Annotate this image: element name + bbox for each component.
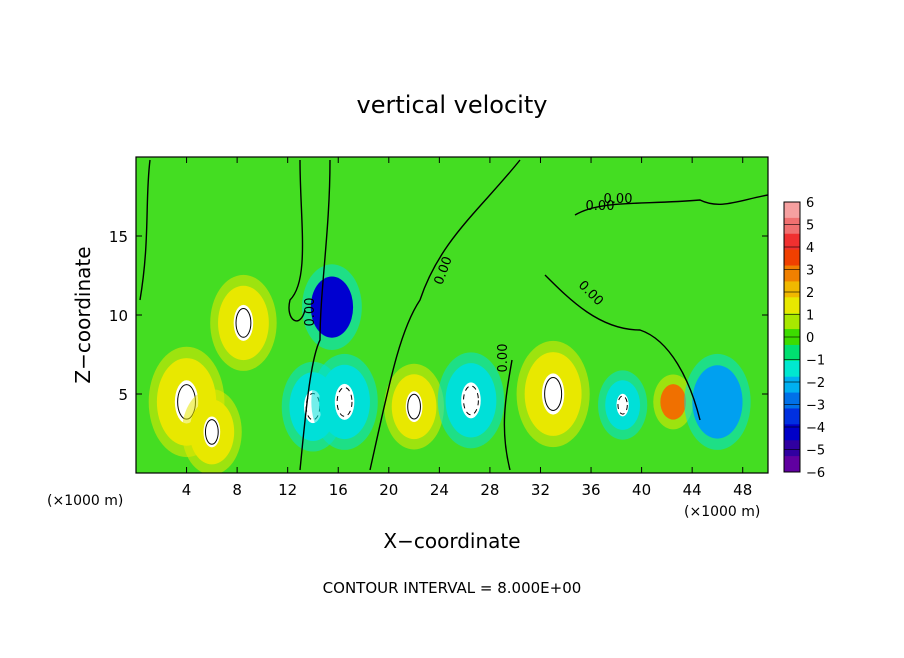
cell-contour xyxy=(336,386,353,417)
x-tick-label: 36 xyxy=(581,481,600,499)
zero-contour-line xyxy=(503,359,513,471)
contour-label: 0.00 xyxy=(496,344,511,373)
contour-interval-footer: CONTOUR INTERVAL = 8.000E+00 xyxy=(323,579,582,597)
cell-contour xyxy=(544,377,563,411)
cell-core xyxy=(233,304,254,341)
x-tick-label: 40 xyxy=(632,481,651,499)
x-tick-label: 48 xyxy=(733,481,752,499)
contour-label: 0.00 xyxy=(604,192,633,207)
cell-contour xyxy=(463,385,479,416)
x-tick-label: 8 xyxy=(232,481,242,499)
colorbar-label: −5 xyxy=(806,444,825,459)
colorbar-swatch xyxy=(784,360,800,378)
zero-contour-line xyxy=(369,159,521,471)
y-tick-label: 10 xyxy=(109,307,128,325)
y-axis-label: Z−coordinate xyxy=(71,246,95,383)
x-unit-left: (×1000 m) xyxy=(47,493,123,509)
x-tick-label: 28 xyxy=(480,481,499,499)
colorbar-swatch xyxy=(784,408,800,425)
cell-core xyxy=(203,416,221,448)
cell-core xyxy=(616,393,629,417)
cell-core xyxy=(334,383,355,420)
colorbar-swatch xyxy=(784,281,800,298)
zero-contour-line xyxy=(574,194,768,216)
colorbar-swatch xyxy=(784,344,800,362)
colorbar-swatch xyxy=(784,233,800,251)
cell-contour xyxy=(235,307,252,338)
colorbar-swatch xyxy=(784,392,800,409)
colorbar-swatch xyxy=(784,202,800,219)
colorbar-label: 0 xyxy=(806,331,814,346)
zero-contour-line xyxy=(544,274,701,421)
colorbar-label: 6 xyxy=(806,196,814,211)
cell-contour xyxy=(407,393,421,420)
colorbar-label: −1 xyxy=(806,354,825,369)
colorbar-swatch xyxy=(784,217,800,235)
cell-band xyxy=(660,384,687,420)
y-tick-label: 5 xyxy=(118,386,128,404)
velocity-field xyxy=(136,157,768,473)
zero-contour-line xyxy=(299,159,331,471)
colorbar-label: −3 xyxy=(806,399,825,414)
colorbar-swatch xyxy=(784,265,800,282)
cell-core xyxy=(541,373,565,415)
colorbar-label: 4 xyxy=(806,241,814,256)
colorbar-swatch xyxy=(784,456,800,473)
colorbar-label: 2 xyxy=(806,286,814,301)
cell-contour xyxy=(204,419,219,445)
chart-title: vertical velocity xyxy=(357,91,548,119)
x-tick-label: 4 xyxy=(182,481,192,499)
x-axis-label: X−coordinate xyxy=(383,529,520,553)
cell-core xyxy=(405,391,423,423)
cell-band xyxy=(692,365,743,439)
x-tick-label: 24 xyxy=(430,481,449,499)
colorbar-swatch xyxy=(784,376,800,394)
x-tick-label: 20 xyxy=(379,481,398,499)
x-axis-ticks: 4 8 12 16 20 24 28 32 36 40 44 48 xyxy=(182,157,752,499)
colorbar-label: −4 xyxy=(806,421,825,436)
colorbar-swatch xyxy=(784,440,800,457)
contour-label: 0.00 xyxy=(586,199,615,214)
colorbar-label: −6 xyxy=(806,466,825,481)
colorbar-swatch xyxy=(784,424,800,441)
zero-contours xyxy=(139,159,768,471)
x-tick-label: 12 xyxy=(278,481,297,499)
y-tick-label: 15 xyxy=(109,228,128,246)
colorbar-swatch xyxy=(784,249,800,267)
colorbar-label: 3 xyxy=(806,264,814,279)
cell-core xyxy=(461,382,481,419)
contour-label: 0.00 xyxy=(303,298,318,327)
colorbar-label: 5 xyxy=(806,219,814,234)
x-tick-label: 16 xyxy=(329,481,348,499)
colorbar-label: 1 xyxy=(806,309,814,324)
colorbar-swatch xyxy=(784,313,800,330)
cell-band xyxy=(310,276,354,338)
colorbar: 6 5 4 3 2 1 0 −1 −2 −3 −4 −5 −6 xyxy=(783,196,825,481)
zero-contour-line xyxy=(288,159,306,322)
cell-contour xyxy=(617,395,628,415)
x-tick-label: 44 xyxy=(683,481,702,499)
colorbar-label: −2 xyxy=(806,376,825,391)
x-tick-label: 32 xyxy=(531,481,550,499)
y-axis-ticks: 5 10 15 xyxy=(109,228,768,404)
colorbar-swatch xyxy=(784,297,800,314)
x-unit-right: (×1000 m) xyxy=(684,504,760,520)
zero-contour-line xyxy=(139,159,151,301)
